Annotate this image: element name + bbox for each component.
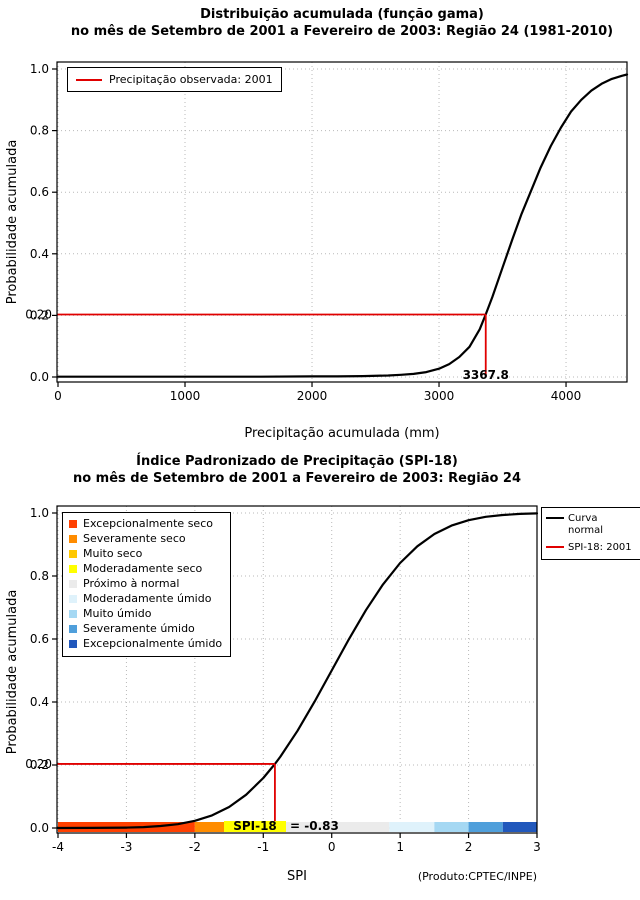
svg-text:1.0: 1.0	[30, 62, 49, 76]
category-color-swatch	[69, 625, 77, 634]
bar-segment	[274, 822, 390, 832]
svg-text:0.6: 0.6	[30, 185, 49, 199]
svg-text:0.2: 0.2	[30, 308, 49, 322]
category-label: Moderadamente seco	[83, 562, 203, 575]
gamma-axes: 0 1000 2000 3000 4000 0.0 0.2 0.4 0.6 0.8 1.0 0.20	[25, 62, 581, 403]
observed-precip-legend-line	[76, 78, 102, 81]
product-credit: (Produto:CPTEC/INPE)	[418, 870, 537, 883]
gamma-chart-svg: Precipitação acumulada (mm) Probabilidad…	[5, 61, 629, 441]
spi-category-item: Moderadamente seco	[69, 562, 222, 576]
spi-category-item: Severamente úmido	[69, 622, 222, 636]
svg-text:-3: -3	[120, 840, 132, 854]
category-color-swatch	[69, 550, 77, 559]
category-label: Severamente seco	[83, 532, 186, 545]
gamma-title-line1: Distribuição acumulada (função gama)	[200, 7, 484, 22]
spi-category-item: Excepcionalmente seco	[69, 517, 222, 531]
annotation-highlight-text: SPI-18	[233, 819, 277, 833]
spi-2001-legend-line	[546, 546, 564, 548]
category-label: Muito seco	[83, 547, 143, 560]
spi-title-line2: no mês de Setembro de 2001 a Fevereiro d…	[72, 471, 522, 486]
spi-axes: -4 -3 -2 -1 0 1 2 3 0.0 0.2 0.4 0.6 0.8 1.0 0.20	[25, 506, 541, 854]
spi-plot-border	[56, 505, 538, 834]
legend-item-spi-2001: SPI-18: 2001	[546, 542, 636, 554]
svg-text:4000: 4000	[551, 389, 582, 403]
svg-text:0.8: 0.8	[30, 569, 49, 583]
svg-text:0.2: 0.2	[30, 758, 49, 772]
spi-cdf-curve	[56, 512, 539, 830]
spi-2001-legend-label: SPI-18: 2001	[568, 542, 632, 553]
normal-curve-legend-label: Curva normal	[568, 513, 604, 536]
gamma-grid	[57, 62, 627, 382]
spi-line-legend: Curva normal SPI-18: 2001	[541, 507, 640, 560]
annotation-value-text: = -0.83	[290, 819, 339, 833]
svg-text:0.4: 0.4	[30, 695, 49, 709]
reference-prob-label: 0.20	[25, 757, 52, 771]
annotation-highlight	[224, 821, 286, 832]
category-color-swatch	[69, 640, 77, 649]
reference-value-label: 3367.8	[463, 368, 509, 382]
category-color-swatch	[69, 595, 77, 604]
spi-reference-lines	[57, 763, 276, 823]
category-label: Moderadamente úmido	[83, 592, 212, 605]
spi-category-item: Próximo à normal	[69, 577, 222, 591]
spi-category-item: Excepcionalmente úmido	[69, 637, 223, 651]
svg-text:0: 0	[54, 389, 62, 403]
spi-category-item: Muito úmido	[69, 607, 222, 621]
bar-segment	[194, 822, 230, 832]
category-label: Excepcionalmente úmido	[83, 637, 223, 650]
category-color-swatch	[69, 610, 77, 619]
spi-value-annotation: SPI-18 = -0.83	[224, 819, 339, 833]
bar-segment	[502, 822, 537, 832]
spi-category-item: Severamente seco	[69, 532, 222, 546]
legend-item-normal-curve: Curva normal	[546, 513, 636, 537]
svg-text:3: 3	[533, 840, 541, 854]
category-color-swatch	[69, 565, 77, 574]
spi-x-axis-label: SPI	[287, 869, 307, 884]
gamma-plot-border	[56, 61, 628, 383]
category-color-swatch	[69, 580, 77, 589]
gamma-chart-title: Distribuição acumulada (função gama) no …	[42, 6, 640, 40]
category-label: Muito úmido	[83, 607, 152, 620]
category-label: Excepcionalmente seco	[83, 517, 213, 530]
svg-text:3000: 3000	[424, 389, 455, 403]
spi-categories-legend: Excepcionalmente seco Severamente seco Mui…	[62, 512, 232, 657]
reference-prob-label: 0.20	[25, 307, 52, 321]
svg-text:-4: -4	[52, 840, 64, 854]
gamma-cdf-curve	[56, 73, 629, 378]
category-label: Próximo à normal	[83, 577, 180, 590]
svg-text:0.8: 0.8	[30, 124, 49, 138]
gamma-reference-lines: 3367.8	[57, 313, 509, 382]
svg-text:1.0: 1.0	[30, 506, 49, 520]
spi-category-item: Moderadamente úmido	[69, 592, 222, 606]
svg-text:0: 0	[328, 840, 336, 854]
svg-text:-2: -2	[189, 840, 201, 854]
svg-text:0.0: 0.0	[30, 821, 49, 835]
normal-curve-legend-line	[546, 517, 564, 519]
svg-text:0.4: 0.4	[30, 247, 49, 261]
svg-text:2000: 2000	[297, 389, 328, 403]
spi-chart-svg: SPI Probabilidade acumulada (Produto:CPT…	[5, 505, 541, 884]
bar-segment	[434, 822, 469, 832]
spi-y-axis-label: Probabilidade acumulada	[5, 590, 20, 755]
bar-segment	[468, 822, 503, 832]
category-color-swatch	[69, 535, 77, 544]
spi-category-item: Muito seco	[69, 547, 222, 561]
category-color-swatch	[69, 520, 77, 529]
observed-precip-legend-label: Precipitação observada: 2001	[109, 73, 273, 86]
spi-chart-title: Índice Padronizado de Precipitação (SPI-…	[37, 453, 557, 487]
category-label: Severamente úmido	[83, 622, 195, 635]
gamma-y-axis-label: Probabilidade acumulada	[5, 140, 20, 305]
bar-segment	[389, 822, 435, 832]
svg-text:1000: 1000	[170, 389, 201, 403]
svg-text:2: 2	[465, 840, 473, 854]
svg-text:0.6: 0.6	[30, 632, 49, 646]
svg-text:1: 1	[396, 840, 404, 854]
gamma-legend: Precipitação observada: 2001	[67, 67, 282, 92]
spi-title-line1: Índice Padronizado de Precipitação (SPI-…	[136, 454, 458, 469]
svg-text:-1: -1	[257, 840, 269, 854]
svg-text:0.0: 0.0	[30, 370, 49, 384]
gamma-title-line2: no mês de Setembro de 2001 a Fevereiro d…	[70, 24, 614, 39]
gamma-x-axis-label: Precipitação acumulada (mm)	[244, 426, 439, 441]
